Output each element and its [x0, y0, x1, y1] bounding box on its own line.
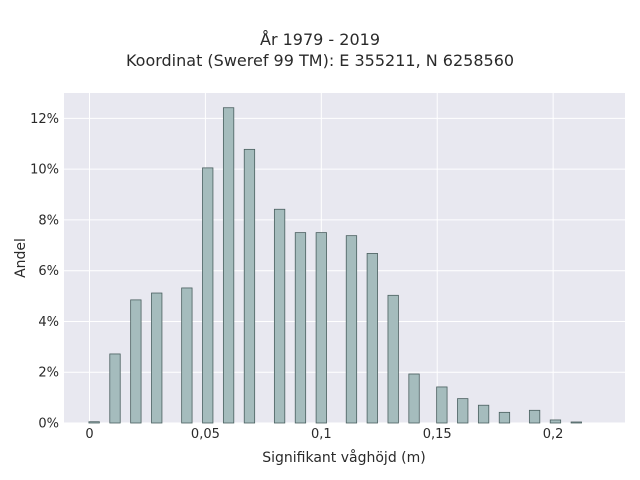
y-tick-label: 2%	[38, 366, 59, 381]
y-tick-label: 6%	[38, 264, 59, 279]
bars	[88, 107, 582, 424]
x-axis-ticks: 0 0,05 0,1 0,15 0,2	[85, 427, 563, 442]
bar	[387, 294, 399, 424]
bar	[181, 287, 193, 424]
chart-title-line-2: Koordinat (Sweref 99 TM): E 355211, N 62…	[125, 51, 515, 70]
bar	[294, 232, 307, 424]
bar	[436, 386, 448, 424]
plot-area	[64, 93, 625, 423]
chart-title-line-1: År 1979 - 2019	[260, 30, 380, 49]
y-tick-label: 8%	[38, 213, 59, 228]
bar	[408, 373, 420, 424]
bar	[366, 253, 378, 424]
bar	[109, 353, 121, 424]
bar	[528, 409, 541, 424]
bar	[549, 419, 562, 424]
bar	[477, 404, 490, 424]
bar	[202, 167, 214, 424]
bar	[345, 235, 358, 424]
bar	[498, 411, 511, 424]
x-tick-label: 0,2	[543, 427, 564, 442]
y-axis-label: Andel	[13, 238, 29, 278]
bar	[88, 421, 100, 424]
bar	[243, 148, 256, 424]
y-tick-label: 4%	[38, 315, 59, 330]
bar	[130, 299, 142, 424]
y-tick-label: 12%	[30, 112, 59, 127]
bar	[151, 292, 163, 424]
y-axis-ticks: 0% 2% 4% 6% 8% 10% 12%	[30, 112, 59, 432]
bar	[273, 208, 286, 424]
bar	[315, 232, 327, 424]
y-tick-label: 0%	[38, 417, 59, 432]
bar	[570, 421, 582, 424]
bar	[222, 107, 235, 424]
x-tick-label: 0	[85, 427, 93, 442]
x-tick-label: 0,15	[423, 427, 452, 442]
x-tick-label: 0,1	[311, 427, 332, 442]
y-tick-label: 10%	[30, 163, 59, 178]
x-axis-label: Signifikant våghöjd (m)	[262, 449, 425, 466]
x-tick-label: 0,05	[191, 427, 220, 442]
bar	[457, 398, 469, 424]
